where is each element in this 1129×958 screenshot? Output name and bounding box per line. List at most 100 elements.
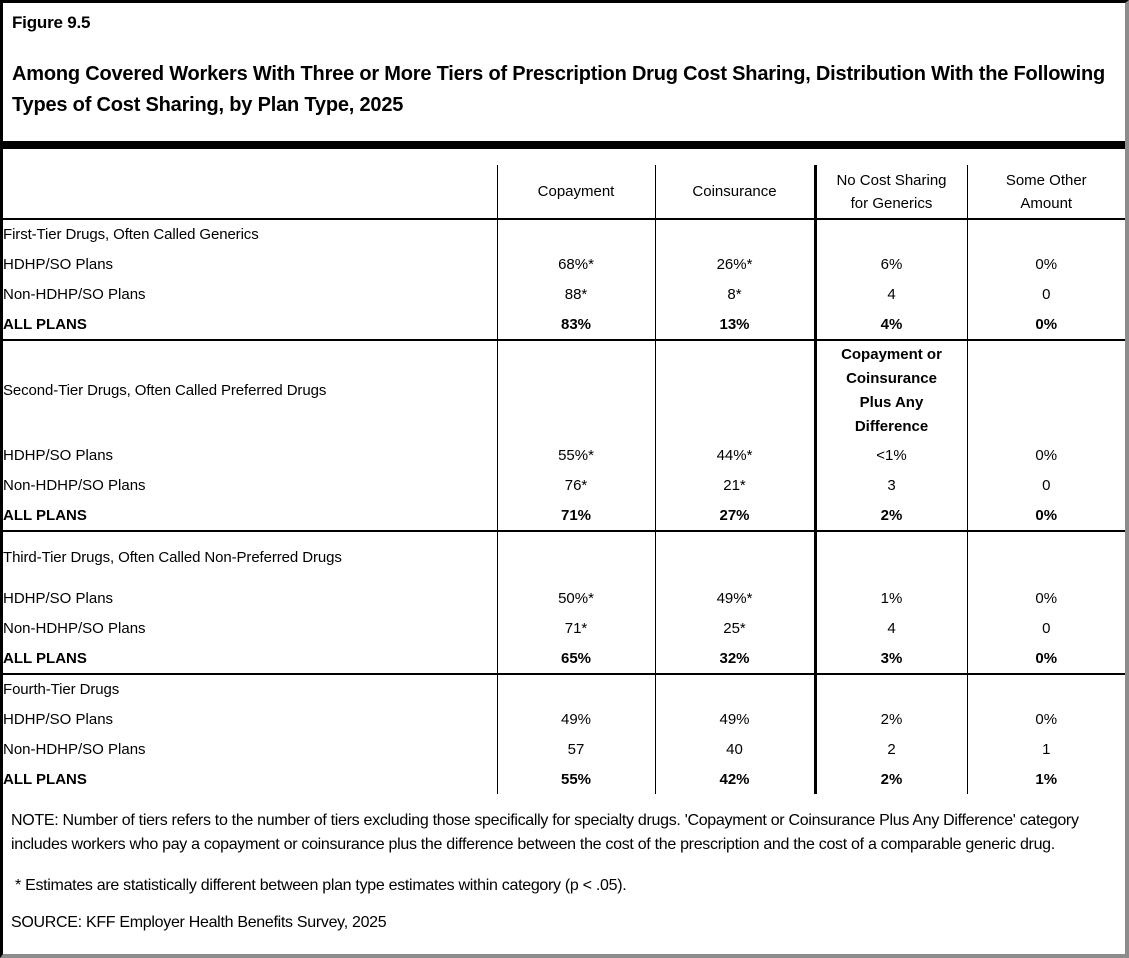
- value-cell: 0%: [966, 500, 1125, 532]
- value-cell: 2%: [813, 764, 967, 794]
- empty-cell: [654, 219, 815, 249]
- value-cell: 3%: [813, 643, 967, 675]
- value-cell: 0%: [966, 704, 1125, 734]
- figure-label: Figure 9.5: [12, 13, 91, 32]
- col3-subheader-cell: Copayment or Coinsurance Plus Any Differ…: [813, 340, 967, 440]
- notes-block: NOTE: Number of tiers refers to the numb…: [3, 809, 1125, 935]
- empty-cell: [496, 219, 655, 249]
- value-cell: 57: [496, 734, 655, 764]
- figure-title: Among Covered Workers With Three or More…: [12, 63, 1106, 116]
- value-cell: 1%: [813, 583, 967, 613]
- column-header-no-cost-sharing: No Cost Sharing for Generics: [813, 165, 967, 220]
- empty-cell: [654, 340, 815, 440]
- value-cell: 40: [654, 734, 815, 764]
- row-label: Non-HDHP/SO Plans: [3, 619, 146, 637]
- value-cell: 26%*: [654, 249, 815, 279]
- empty-cell: [813, 219, 967, 249]
- value-cell: 27%: [654, 500, 815, 532]
- column-header-copayment: Copayment: [496, 165, 655, 220]
- value-cell: 76*: [496, 470, 655, 500]
- row-label: HDHP/SO Plans: [3, 710, 114, 728]
- row-label: HDHP/SO Plans: [3, 446, 114, 464]
- empty-cell: [496, 531, 655, 583]
- table-row: Non-HDHP/SO Plans 88* 8* 4 0: [3, 279, 1125, 309]
- empty-cell: [966, 340, 1125, 440]
- cost-sharing-table: Copayment Coinsurance No Cost Sharing fo…: [3, 165, 1125, 794]
- value-cell: 0: [966, 470, 1125, 500]
- value-cell: 0%: [966, 440, 1125, 470]
- table-row: Non-HDHP/SO Plans 71* 25* 4 0: [3, 613, 1125, 643]
- row-label: HDHP/SO Plans: [3, 589, 114, 607]
- value-cell: 1%: [966, 764, 1125, 794]
- source-text: SOURCE: KFF Employer Health Benefits Sur…: [11, 914, 387, 931]
- value-cell: 0: [966, 613, 1125, 643]
- value-cell: 42%: [654, 764, 815, 794]
- value-cell: 4: [813, 613, 967, 643]
- value-cell: 49%: [654, 704, 815, 734]
- row-label: Non-HDHP/SO Plans: [3, 740, 146, 758]
- empty-cell: [966, 219, 1125, 249]
- value-cell: 49%: [496, 704, 655, 734]
- table-row: ALL PLANS 65% 32% 3% 0%: [3, 643, 1125, 675]
- column-header-label: No Cost Sharing for Generics: [836, 171, 947, 212]
- value-cell: 0: [966, 279, 1125, 309]
- value-cell: 65%: [496, 643, 655, 675]
- value-cell: 83%: [496, 309, 655, 341]
- table-row: HDHP/SO Plans 55%* 44%* <1% 0%: [3, 440, 1125, 470]
- table-row: HDHP/SO Plans 50%* 49%* 1% 0%: [3, 583, 1125, 613]
- empty-cell: [966, 674, 1125, 704]
- value-cell: 44%*: [654, 440, 815, 470]
- table-row: ALL PLANS 83% 13% 4% 0%: [3, 309, 1125, 341]
- value-cell: 71%: [496, 500, 655, 532]
- section-header-label: Second-Tier Drugs, Often Called Preferre…: [3, 382, 327, 399]
- value-cell: 1: [966, 734, 1125, 764]
- table-row: Non-HDHP/SO Plans 76* 21* 3 0: [3, 470, 1125, 500]
- empty-cell: [813, 674, 967, 704]
- value-cell: 71*: [496, 613, 655, 643]
- empty-cell: [966, 531, 1125, 583]
- title-block: Figure 9.5 Among Covered Workers With Th…: [3, 3, 1125, 121]
- empty-cell: [813, 531, 967, 583]
- value-cell: 3: [813, 470, 967, 500]
- value-cell: 55%*: [496, 440, 655, 470]
- value-cell: 2%: [813, 704, 967, 734]
- column-header-row: Copayment Coinsurance No Cost Sharing fo…: [3, 165, 1125, 220]
- column-header-label: Some Other Amount: [1005, 171, 1087, 212]
- section-header-row: Third-Tier Drugs, Often Called Non-Prefe…: [3, 531, 1125, 583]
- column-header-coinsurance: Coinsurance: [654, 165, 815, 220]
- col3-subheader: Copayment or Coinsurance Plus Any Differ…: [841, 346, 942, 435]
- section-header-row: Fourth-Tier Drugs: [3, 674, 1125, 704]
- asterisk-note: * Estimates are statistically different …: [15, 877, 627, 894]
- table-row: HDHP/SO Plans 68%* 26%* 6% 0%: [3, 249, 1125, 279]
- value-cell: 13%: [654, 309, 815, 341]
- table-row: HDHP/SO Plans 49% 49% 2% 0%: [3, 704, 1125, 734]
- column-header-label: Coinsurance: [692, 183, 777, 200]
- value-cell: 88*: [496, 279, 655, 309]
- row-label: ALL PLANS: [3, 500, 497, 532]
- value-cell: 4%: [813, 309, 967, 341]
- row-label: ALL PLANS: [3, 309, 497, 341]
- value-cell: 50%*: [496, 583, 655, 613]
- section-header-label: Third-Tier Drugs, Often Called Non-Prefe…: [3, 549, 342, 566]
- row-label: HDHP/SO Plans: [3, 255, 114, 273]
- empty-cell: [496, 674, 655, 704]
- empty-cell: [654, 531, 815, 583]
- value-cell: 21*: [654, 470, 815, 500]
- table-row: Non-HDHP/SO Plans 57 40 2 1: [3, 734, 1125, 764]
- value-cell: 68%*: [496, 249, 655, 279]
- section-header-row: Second-Tier Drugs, Often Called Preferre…: [3, 340, 1125, 440]
- section-header-label: First-Tier Drugs, Often Called Generics: [3, 226, 259, 243]
- value-cell: 32%: [654, 643, 815, 675]
- value-cell: 8*: [654, 279, 815, 309]
- corner-cell: [3, 165, 497, 220]
- note-text: NOTE: Number of tiers refers to the numb…: [11, 812, 1079, 853]
- column-header-label: Copayment: [537, 183, 615, 200]
- title-divider: [3, 141, 1125, 149]
- value-cell: 2%: [813, 500, 967, 532]
- row-label: Non-HDHP/SO Plans: [3, 285, 146, 303]
- value-cell: 2: [813, 734, 967, 764]
- value-cell: 6%: [813, 249, 967, 279]
- table-row: ALL PLANS 55% 42% 2% 1%: [3, 764, 1125, 794]
- empty-cell: [654, 674, 815, 704]
